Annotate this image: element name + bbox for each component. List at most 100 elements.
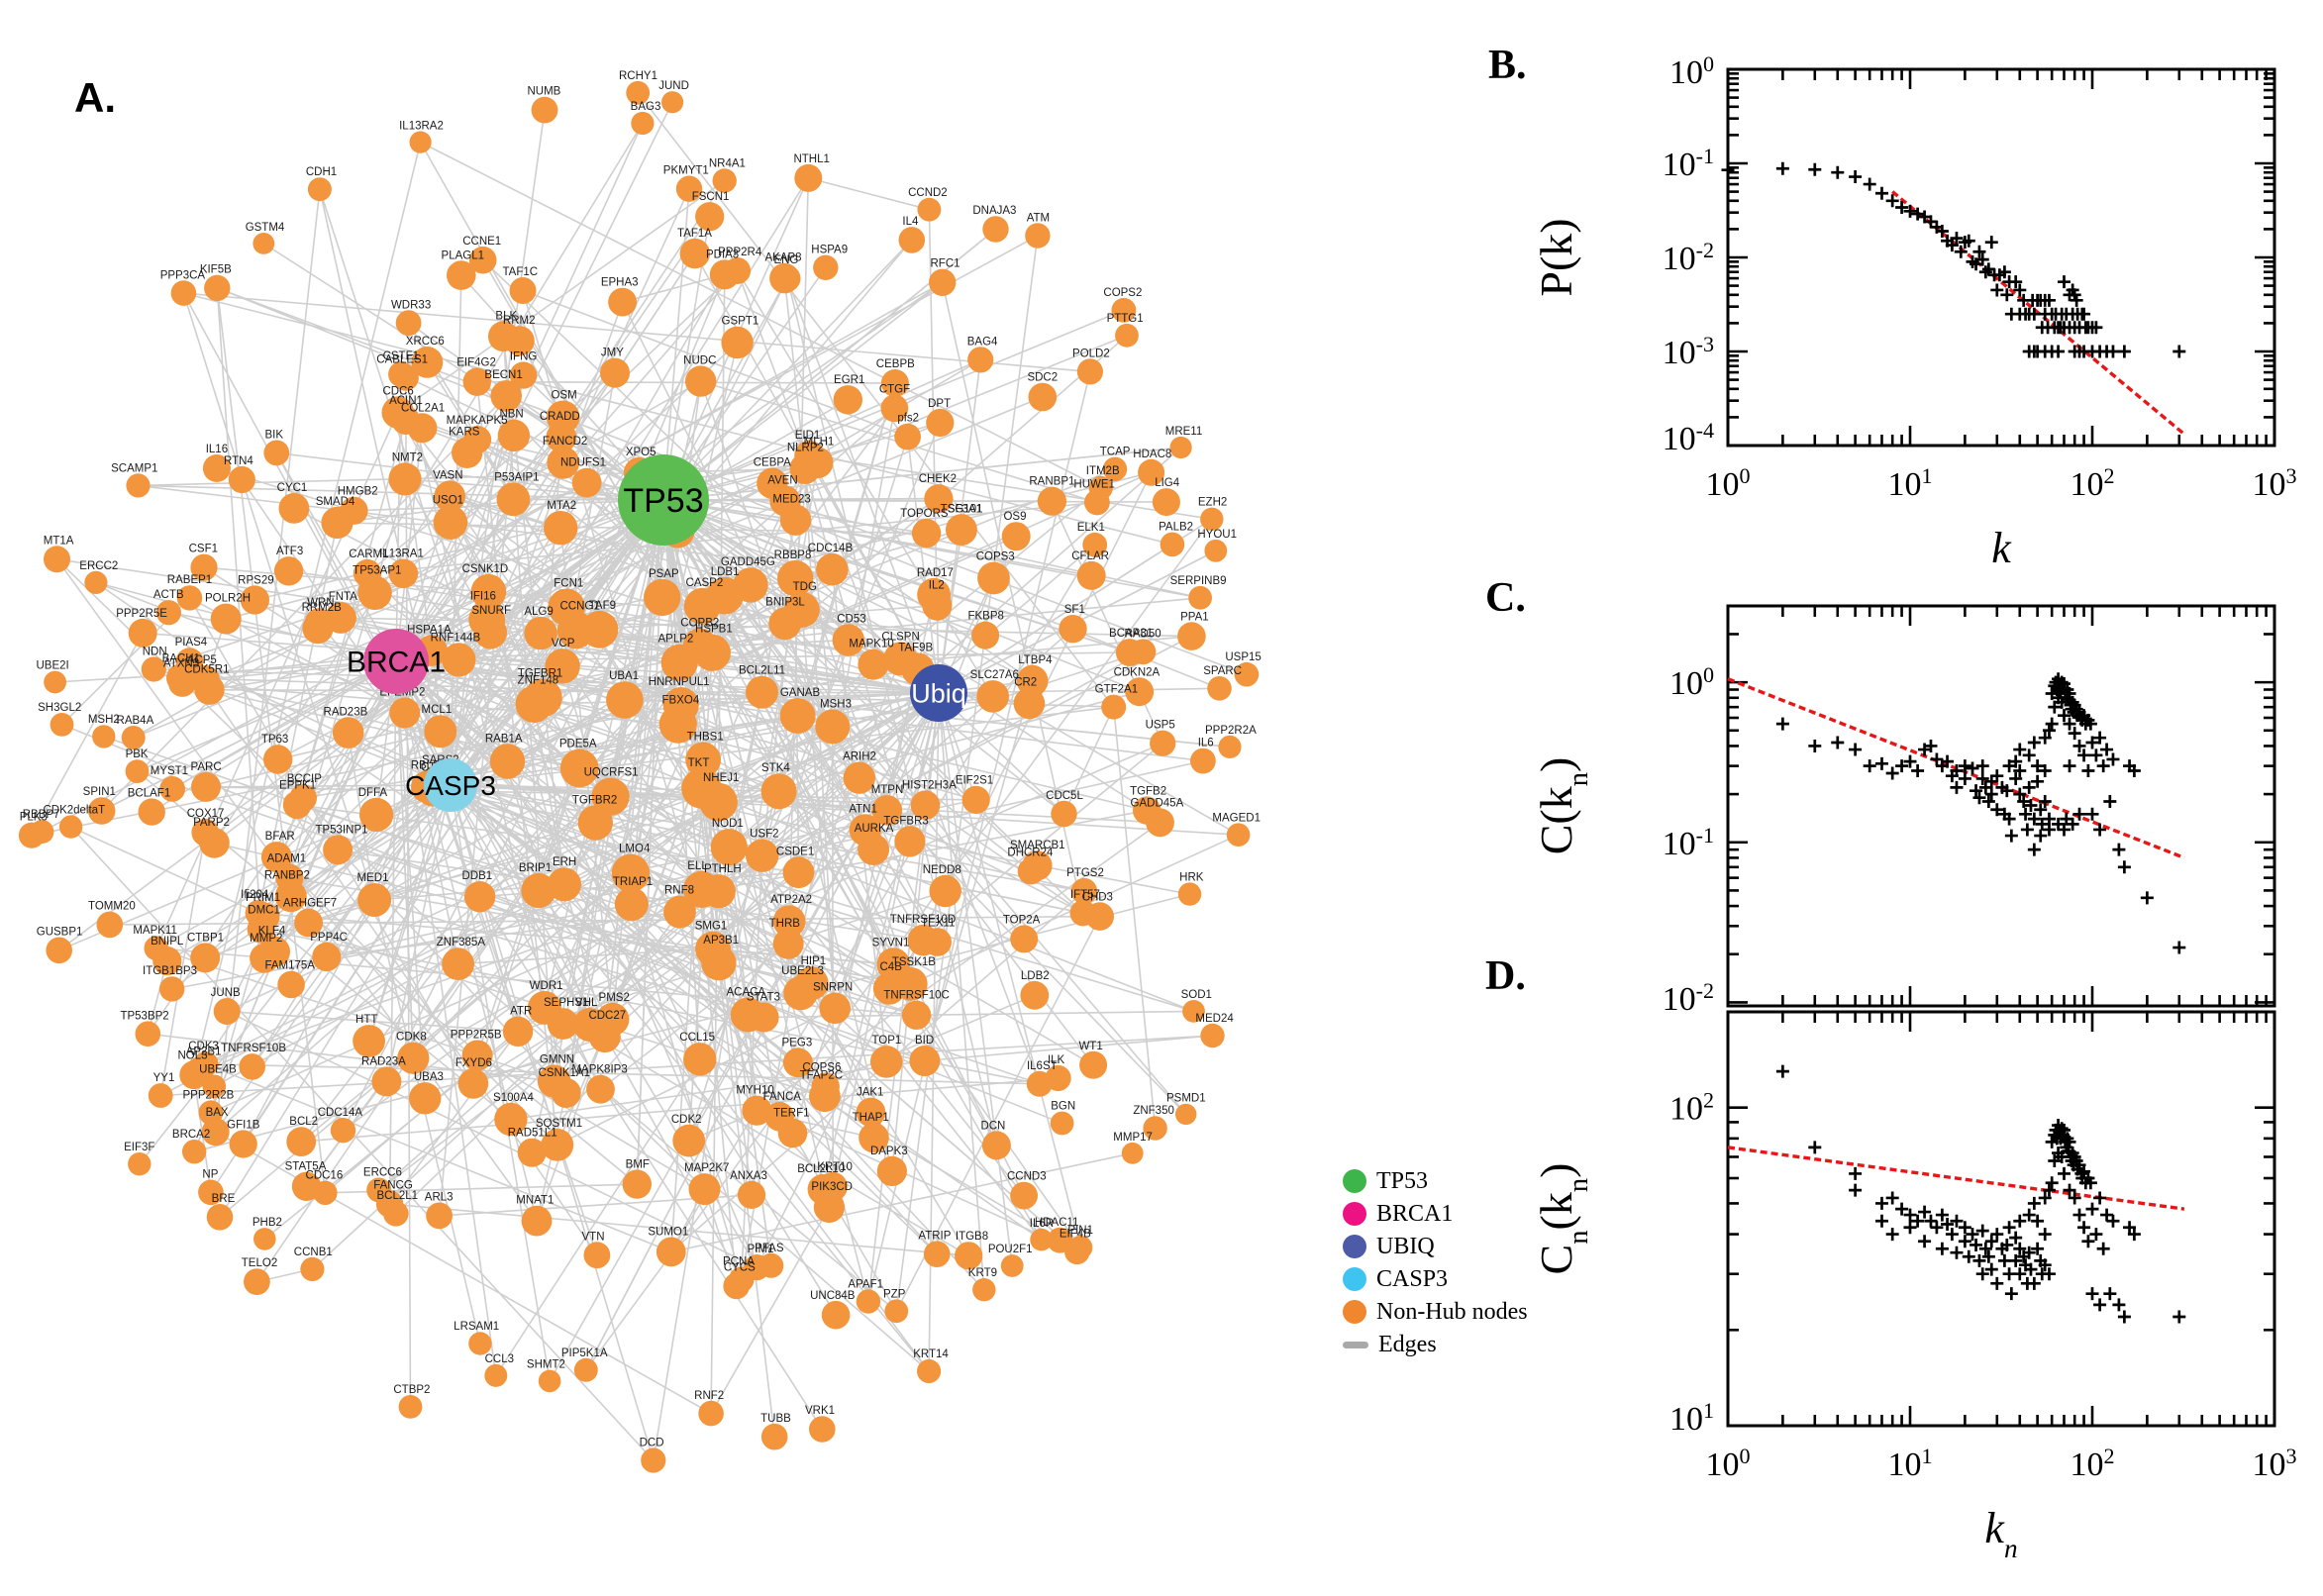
network-node-label: C4B — [880, 961, 903, 973]
network-node-label: KARS — [449, 427, 480, 439]
network-edge — [227, 1010, 519, 1033]
network-node — [777, 559, 814, 597]
network-node-label: FXYD6 — [455, 1057, 492, 1069]
network-node-label: AP3B1 — [703, 935, 739, 947]
scatter-points — [1775, 672, 2186, 954]
data-point — [1950, 1214, 1964, 1228]
network-edge — [301, 1077, 1059, 1143]
network-edge — [489, 632, 758, 1268]
network-node — [252, 1228, 276, 1250]
network-node-label: ELK1 — [1077, 522, 1105, 534]
data-point — [2042, 1183, 2056, 1197]
network-node — [546, 400, 580, 435]
network-edge — [579, 692, 940, 769]
network-node — [198, 1179, 224, 1206]
network-node — [504, 326, 535, 356]
network-node-label: BNIP3L — [765, 596, 805, 608]
network-edge — [449, 495, 752, 586]
hub-node-tp53 — [618, 454, 709, 546]
network-edge — [662, 499, 1053, 503]
network-node — [424, 715, 457, 748]
network-node-label: LDB1 — [711, 566, 740, 578]
network-node-label: JUND — [658, 80, 689, 92]
network-node-label: CFLAR — [1071, 550, 1109, 562]
network-node-label: EID1 — [795, 430, 821, 442]
network-node — [544, 511, 578, 546]
network-node-label: TKT — [688, 757, 710, 769]
network-node-label: JMY — [601, 348, 624, 359]
network-node — [742, 1095, 772, 1126]
network-node-label: PKMYT1 — [663, 164, 709, 176]
network-node — [1188, 585, 1212, 610]
network-node-label: TRIAP1 — [613, 876, 653, 888]
network-node-label: PSMD1 — [1166, 1093, 1206, 1105]
network-node-label: BCL2L10 — [797, 1163, 845, 1175]
network-node — [176, 585, 203, 611]
network-edge — [670, 544, 1096, 1252]
network-node-label: MYST1 — [151, 765, 188, 777]
network-node-label: TUBB — [760, 1413, 791, 1425]
legend-item-casp3: CASP3 — [1343, 1266, 1528, 1292]
network-node-label: VTN — [582, 1231, 605, 1243]
network-node-label: TNFRSF10D — [890, 914, 956, 926]
network-node-label: DAPK3 — [870, 1146, 908, 1157]
data-point — [2072, 739, 2086, 752]
network-node — [1079, 1050, 1108, 1079]
network-edge — [159, 832, 207, 1096]
network-node-label: GUSBP1 — [37, 927, 83, 939]
network-node-label: pfs2 — [897, 413, 919, 425]
network-edge — [275, 856, 474, 1085]
network-edge — [710, 1207, 831, 1414]
network-node — [688, 1173, 721, 1206]
network-node-label: NLRP2 — [787, 443, 824, 454]
data-point — [2057, 709, 2070, 723]
data-point — [1966, 761, 1979, 775]
network-node — [856, 1289, 881, 1314]
data-point — [2057, 275, 2070, 289]
network-edge — [367, 632, 492, 1042]
network-node — [1125, 677, 1155, 707]
y-tick-label: 10-2 — [1663, 978, 1714, 1019]
network-node-label: NHEJ1 — [703, 772, 739, 784]
network-edge — [478, 896, 823, 1430]
network-node-label: BID — [915, 1035, 934, 1047]
network-edge — [662, 281, 944, 501]
network-edge — [166, 699, 626, 962]
network-node — [330, 1118, 356, 1144]
data-point — [2057, 1166, 2070, 1180]
network-node — [898, 227, 926, 253]
data-point — [2048, 700, 2062, 714]
network-edge — [70, 826, 266, 918]
network-node-label: CDK2 — [671, 1114, 702, 1126]
network-node-label: SH3GL2 — [38, 702, 81, 714]
network-node-label: ATM — [1027, 212, 1050, 224]
brca1-swatch-icon — [1343, 1202, 1366, 1226]
data-point — [1975, 252, 1989, 266]
network-node — [880, 394, 909, 423]
network-node-label: EZH2 — [1198, 497, 1227, 509]
network-node — [813, 1191, 846, 1223]
network-edge — [544, 1007, 969, 1256]
network-node — [489, 744, 526, 779]
data-point — [2000, 1238, 2014, 1251]
network-node-label: NOD1 — [712, 818, 744, 830]
data-point — [1885, 194, 1899, 208]
network-node-label: CCL3 — [485, 1353, 514, 1365]
network-node-label: PTHLH — [704, 863, 742, 875]
network-node — [1169, 436, 1192, 459]
network-node — [381, 396, 414, 429]
data-point — [1831, 736, 1845, 749]
network-edge — [155, 784, 452, 949]
network-node-label: ACIN1 — [389, 395, 423, 407]
network-node — [858, 648, 889, 680]
data-point — [2063, 687, 2076, 701]
network-node — [411, 347, 444, 378]
hub-node-casp3 — [424, 758, 477, 812]
network-edge — [216, 287, 327, 1193]
data-point — [2093, 1191, 2107, 1205]
network-node — [967, 347, 994, 373]
data-point — [1997, 265, 2011, 279]
network-node-label: ATP2A2 — [770, 894, 812, 906]
data-point — [2081, 763, 2095, 777]
network-node — [1138, 458, 1165, 486]
